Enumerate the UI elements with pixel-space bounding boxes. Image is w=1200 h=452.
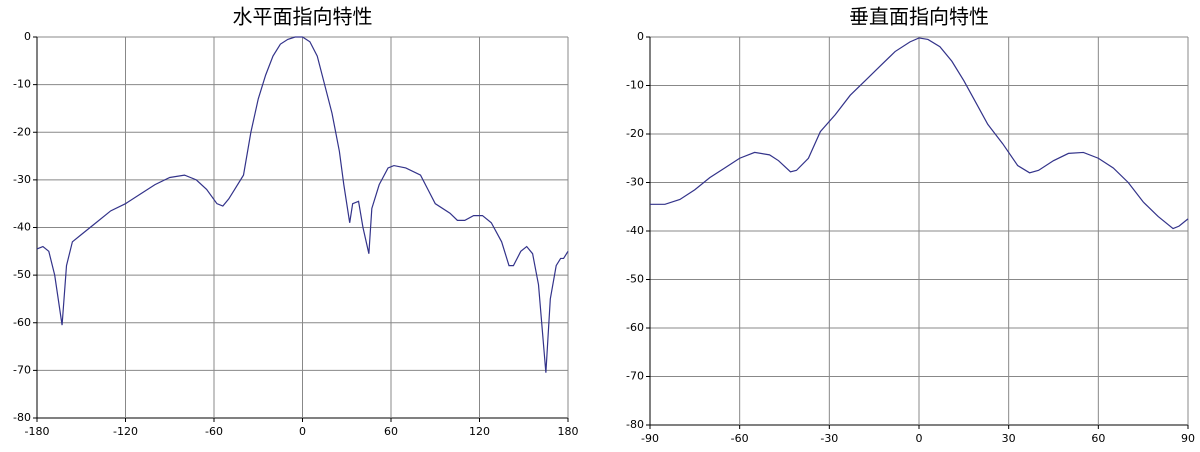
- x-tick-label: -30: [820, 432, 838, 445]
- x-tick-label: 0: [916, 432, 923, 445]
- y-tick-label: -80: [13, 411, 31, 424]
- chart-title: 水平面指向特性: [233, 5, 373, 29]
- y-tick-label: -50: [626, 273, 644, 286]
- y-tick-label: -10: [626, 79, 644, 92]
- y-tick-label: -60: [626, 321, 644, 334]
- y-tick-label: 0: [637, 30, 644, 43]
- x-tick-label: -180: [25, 425, 50, 438]
- x-tick-label: 0: [299, 425, 306, 438]
- y-tick-label: -70: [13, 363, 31, 376]
- x-tick-label: 60: [1091, 432, 1105, 445]
- y-tick-label: -70: [626, 370, 644, 383]
- y-tick-label: -10: [13, 78, 31, 91]
- y-tick-label: -20: [626, 127, 644, 140]
- x-tick-label: -90: [641, 432, 659, 445]
- x-tick-label: 120: [469, 425, 490, 438]
- y-tick-label: -30: [13, 173, 31, 186]
- x-tick-label: -60: [205, 425, 223, 438]
- y-tick-label: -80: [626, 418, 644, 431]
- chart-title: 垂直面指向特性: [849, 5, 989, 29]
- x-tick-label: -60: [731, 432, 749, 445]
- y-tick-label: -40: [626, 224, 644, 237]
- y-tick-label: -50: [13, 268, 31, 281]
- data-line: [650, 37, 1189, 230]
- y-tick-label: -60: [13, 316, 31, 329]
- x-tick-label: 30: [1002, 432, 1016, 445]
- x-tick-label: 180: [558, 425, 579, 438]
- y-tick-label: -40: [13, 221, 31, 234]
- y-tick-label: 0: [24, 30, 31, 43]
- x-tick-label: -120: [113, 425, 138, 438]
- x-tick-label: 60: [384, 425, 398, 438]
- data-line: [36, 36, 569, 373]
- y-tick-label: -20: [13, 125, 31, 138]
- x-tick-label: 90: [1181, 432, 1195, 445]
- y-tick-label: -30: [626, 176, 644, 189]
